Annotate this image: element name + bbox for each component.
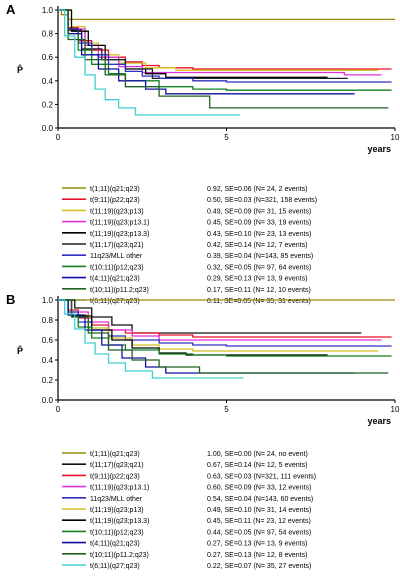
y-tick-label: 1.0 — [42, 296, 54, 305]
legend-stat: 1.00, SE=0.00 (N= 24, no event) — [207, 451, 308, 458]
series-line-9 — [58, 9, 389, 109]
legend-name: t(1;11)(q21;q23) — [90, 451, 140, 458]
series-line-4 — [58, 299, 392, 347]
y-axis-label: P̂ — [17, 64, 23, 75]
chart-panel-b: B 0.0 0.2 0.4 0.6 0.8 1.0 0 5 10 P̂ years t(1;11)(q2… — [6, 292, 400, 570]
legend-stat: 0.63, SE=0.03 (N=321, 111 events) — [207, 473, 316, 480]
legend-name: t(10;11)(p12;q23) — [90, 264, 144, 271]
legend-name: t(11;19)(q23;p13.1) — [90, 485, 149, 492]
y-tick-label: 0.0 — [42, 396, 54, 405]
legend-stat: 0.54, SE=0.04 (N=143, 60 events) — [207, 496, 313, 503]
legend-stat: 0.11, SE=0.05 (N= 35, 31 events) — [207, 298, 311, 305]
legend-name: t(9;11)(p22;q23) — [90, 473, 140, 480]
y-tick-label: 0.2 — [42, 376, 54, 385]
legend-name: t(11;19)(q23;p13.1) — [90, 220, 149, 227]
legend-stat: 0.45, SE=0.09 (N= 33, 19 events) — [207, 220, 311, 227]
legend-stat: 0.43, SE=0.10 (N= 23, 13 events) — [207, 231, 311, 238]
legend-name: 11q23/MLL other — [90, 253, 143, 260]
panel-label: A — [6, 2, 16, 17]
x-tick-label: 10 — [391, 405, 400, 414]
panel-label: B — [6, 292, 15, 307]
legend-stat: 0.44, SE=0.05 (N= 97, 54 events) — [207, 529, 311, 536]
y-axis-label: P̂ — [17, 345, 23, 356]
x-tick-label: 5 — [224, 405, 229, 414]
legend-stat: 0.49, SE=0.09 (N= 31, 15 events) — [207, 208, 311, 215]
y-tick-label: 0.2 — [42, 100, 54, 109]
series-line-10 — [58, 9, 240, 116]
legend-stat: 0.29, SE=0.13 (N= 13, 9 events) — [207, 276, 307, 283]
x-tick-label: 10 — [391, 133, 400, 142]
legend-name: t(6;11)(q27;q23) — [90, 563, 140, 570]
y-tick-label: 0.8 — [42, 316, 54, 325]
x-tick-label: 0 — [56, 133, 61, 142]
legend-name: t(4;11)(q21;q23) — [90, 541, 140, 548]
legend-name: t(11;19)(q23;p13) — [90, 208, 144, 215]
legend-stat: 0.60, SE=0.09 (N= 33, 12 events) — [207, 485, 311, 492]
y-tick-label: 1.0 — [42, 6, 54, 15]
legend-name: t(11;17)(q23;q21) — [90, 462, 144, 469]
chart-panel-a: A 0.0 0.2 0.4 0.6 0.8 1.0 0 5 10 P̂ years t(1;11)(q2… — [6, 2, 400, 305]
legend-name: t(11;17)(q23;q21) — [90, 242, 144, 249]
legend-stat: 0.32, SE=0.05 (N= 97, 64 events) — [207, 264, 311, 271]
legend-stat: 0.50, SE=0.03 (N=321, 158 events) — [207, 197, 317, 204]
legend-stat: 0.49, SE=0.10 (N= 31, 14 events) — [207, 507, 311, 514]
legend-stat: 0.39, SE=0.04 (N=143, 85 events) — [207, 253, 313, 260]
legend-stat: 0.67, SE=0.14 (N= 12, 5 events) — [207, 462, 307, 469]
series-line-0 — [58, 9, 395, 21]
y-tick-label: 0.4 — [42, 356, 54, 365]
y-tick-label: 0.4 — [42, 77, 54, 86]
legend-stat: 0.92, SE=0.06 (N= 24, 2 events) — [207, 186, 307, 193]
y-tick-label: 0.6 — [42, 336, 54, 345]
legend-name: t(4;11)(q21;q23) — [90, 276, 140, 283]
series-line-3 — [58, 299, 382, 341]
legend-stat: 0.45, SE=0.11 (N= 23, 12 events) — [207, 518, 311, 525]
x-tick-label: 0 — [56, 405, 61, 414]
y-tick-label: 0.8 — [42, 30, 54, 39]
y-tick-label: 0.0 — [42, 124, 54, 133]
legend-stat: 0.27, SE=0.13 (N= 12, 8 events) — [207, 552, 307, 559]
legend-name: t(10;11)(p11.2;q23) — [90, 552, 149, 559]
legend-stat: 0.22, SE=0.07 (N= 35, 27 events) — [207, 563, 311, 570]
x-tick-label: 5 — [224, 133, 229, 142]
legend-name: t(1;11)(q21;q23) — [90, 186, 140, 193]
legend-name: t(10;11)(p12;q23) — [90, 529, 144, 536]
series-line-1 — [58, 299, 362, 334]
legend-name: t(6;11)(q27;q23) — [90, 298, 140, 305]
y-tick-label: 0.6 — [42, 53, 54, 62]
legend-name: t(10;11)(p11.2;q23) — [90, 287, 149, 294]
x-axis-label: years — [367, 144, 391, 154]
legend-name: t(11;19)(q23;p13) — [90, 507, 144, 514]
legend-name: 11q23/MLL other — [90, 496, 143, 503]
series-line-8 — [58, 9, 355, 95]
legend-name: t(9;11)(p22;q23) — [90, 197, 140, 204]
series-line-10 — [58, 299, 244, 379]
x-axis-label: years — [367, 416, 391, 426]
legend-stat: 0.42, SE=0.14 (N= 12, 7 events) — [207, 242, 307, 249]
legend-stat: 0.27, SE=0.13 (N= 13, 9 events) — [207, 541, 307, 548]
legend-name: t(11;19)(q23;p13.3) — [90, 231, 149, 238]
series-line-5 — [58, 9, 348, 80]
series-line-6 — [58, 9, 392, 83]
legend-name: t(11;19)(q23;p13.3) — [90, 518, 149, 525]
legend-stat: 0.17, SE=0.11 (N= 12, 10 events) — [207, 287, 311, 294]
